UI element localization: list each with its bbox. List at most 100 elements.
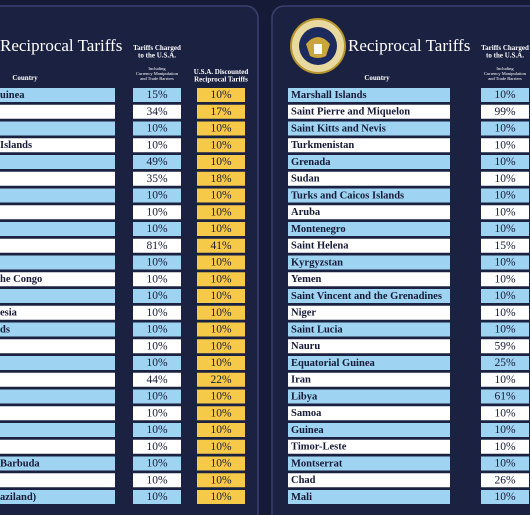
country-cell bbox=[0, 138, 115, 153]
tariff: 25% bbox=[494, 357, 516, 369]
discounted-tariff: 18% bbox=[210, 173, 232, 185]
tariff: 10% bbox=[494, 257, 516, 269]
discount-cell bbox=[197, 456, 245, 471]
tariff: 10% bbox=[146, 324, 168, 336]
discount-cell bbox=[197, 356, 245, 370]
country: Turkmenistan bbox=[291, 140, 354, 151]
country-cell bbox=[0, 88, 115, 102]
tariff: 99% bbox=[494, 106, 516, 118]
country-cell bbox=[288, 289, 450, 303]
country-cell bbox=[288, 339, 450, 354]
discount-cell bbox=[197, 155, 245, 169]
tariff-cell bbox=[481, 439, 529, 454]
discounted-tariff: 10% bbox=[210, 89, 232, 101]
title: Reciprocal Tariffs bbox=[348, 36, 470, 55]
country-cell bbox=[288, 356, 450, 370]
tariff-cell bbox=[481, 88, 529, 102]
tariff-cell bbox=[133, 289, 181, 303]
tariff-cell bbox=[481, 171, 529, 186]
tariff-cell bbox=[133, 456, 181, 471]
tariff-cell bbox=[481, 356, 529, 370]
country-cell bbox=[0, 356, 115, 370]
country-cell bbox=[0, 104, 115, 119]
tariff: 10% bbox=[494, 424, 516, 436]
tariff: 44% bbox=[146, 374, 168, 386]
discounted-tariff: 10% bbox=[210, 290, 232, 302]
discount-cell bbox=[197, 423, 245, 437]
tariff: 10% bbox=[494, 89, 516, 101]
country: Kyrgyzstan bbox=[291, 257, 343, 268]
tariff: 10% bbox=[494, 458, 516, 470]
country-cell bbox=[288, 272, 450, 287]
discounted-tariff: 10% bbox=[210, 324, 232, 336]
title: Reciprocal Tariffs bbox=[0, 36, 122, 55]
tariff-cell bbox=[133, 121, 181, 136]
column-note: Including bbox=[496, 66, 514, 71]
discount-cell bbox=[197, 255, 245, 270]
country-cell bbox=[288, 171, 450, 186]
tariff: 10% bbox=[494, 273, 516, 285]
tariff: 10% bbox=[146, 206, 168, 218]
country-cell bbox=[288, 473, 450, 488]
country-cell bbox=[0, 423, 115, 437]
tariff-cell bbox=[133, 205, 181, 220]
tariff: 10% bbox=[146, 458, 168, 470]
tariff-cell bbox=[133, 104, 181, 119]
tariff: 10% bbox=[494, 324, 516, 336]
tariff-cell bbox=[481, 490, 529, 504]
country-cell bbox=[288, 88, 450, 102]
seal bbox=[290, 18, 346, 74]
discounted-tariff: 10% bbox=[210, 190, 232, 202]
country: Samoa bbox=[291, 408, 322, 419]
country: Saint Kitts and Nevis bbox=[291, 123, 386, 134]
country: Marshall Islands bbox=[291, 90, 367, 101]
discount-cell bbox=[197, 222, 245, 236]
country-cell bbox=[288, 305, 450, 320]
country-cell bbox=[0, 305, 115, 320]
tariff: 10% bbox=[494, 139, 516, 151]
tariff: 10% bbox=[494, 156, 516, 168]
tariff: 10% bbox=[146, 290, 168, 302]
country-cell bbox=[288, 205, 450, 220]
tariff-cell bbox=[481, 322, 529, 337]
tariff-cell bbox=[133, 188, 181, 203]
tariff-cell bbox=[133, 255, 181, 270]
country-cell bbox=[0, 255, 115, 270]
discount-cell bbox=[197, 289, 245, 303]
country: Yemen bbox=[291, 274, 321, 285]
tariff: 10% bbox=[146, 474, 168, 486]
tariff-cell bbox=[481, 238, 529, 253]
country-cell bbox=[0, 389, 115, 404]
discounted-tariff: 41% bbox=[210, 240, 232, 252]
country-cell bbox=[288, 389, 450, 404]
country: Equatorial Guinea bbox=[291, 358, 375, 369]
tariff: 10% bbox=[494, 223, 516, 235]
country: Nauru bbox=[291, 341, 320, 352]
tariff-cell bbox=[481, 272, 529, 287]
country-cell bbox=[288, 406, 450, 421]
tariff-cell bbox=[481, 104, 529, 119]
discounted-tariff: 10% bbox=[210, 156, 232, 168]
tariff-cell bbox=[481, 289, 529, 303]
country: Iran bbox=[291, 375, 311, 386]
discount-cell bbox=[197, 322, 245, 337]
discounted-tariff: 10% bbox=[210, 223, 232, 235]
tariff-cell bbox=[133, 339, 181, 354]
discounted-tariff: 10% bbox=[210, 391, 232, 403]
discount-cell bbox=[197, 188, 245, 203]
country-cell bbox=[0, 222, 115, 236]
country: Timor-Leste bbox=[291, 442, 347, 453]
tariff-cell bbox=[133, 389, 181, 404]
country-cell bbox=[288, 121, 450, 136]
column-header: Country bbox=[364, 74, 390, 82]
column-header: Tariffs Charged bbox=[133, 44, 181, 52]
tariff-cell bbox=[481, 255, 529, 270]
tariff-cell bbox=[481, 305, 529, 320]
discounted-tariff: 10% bbox=[210, 474, 232, 486]
country: ds bbox=[0, 324, 10, 335]
country: Montserrat bbox=[291, 458, 343, 469]
country-cell bbox=[288, 104, 450, 119]
country-cell bbox=[288, 222, 450, 236]
tariff: 10% bbox=[146, 190, 168, 202]
discount-cell bbox=[197, 138, 245, 153]
